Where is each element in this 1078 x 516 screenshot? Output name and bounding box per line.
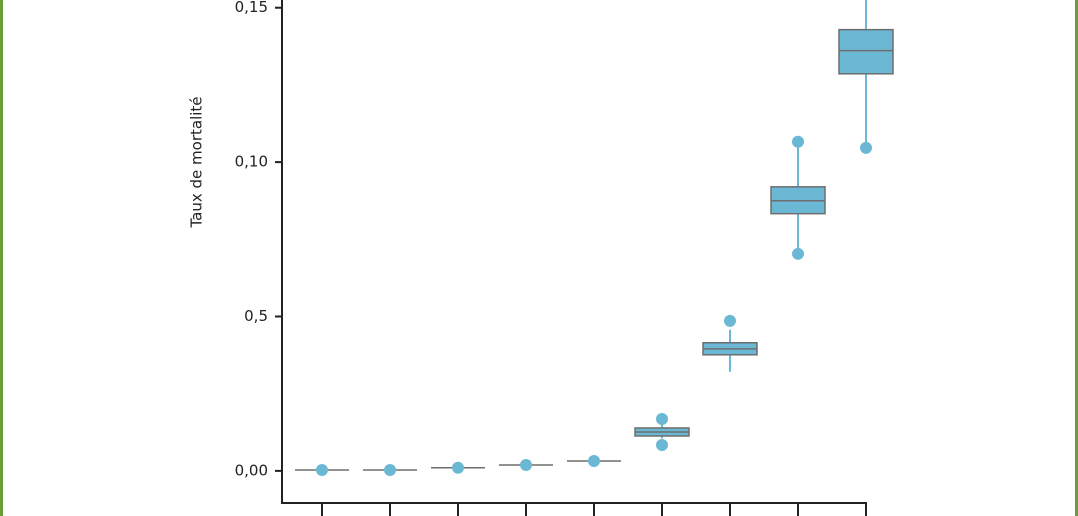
y-tick-label: 0,10: [235, 153, 268, 171]
outlier: [588, 455, 600, 468]
outlier: [656, 438, 668, 451]
outlier: [792, 135, 804, 148]
outlier: [452, 461, 464, 474]
box: [838, 28, 894, 75]
outlier: [656, 413, 668, 426]
y-tick-label: 0,00: [235, 461, 268, 479]
outlier: [724, 314, 736, 327]
y-axis-label: Taux de mortalité: [188, 96, 206, 228]
outlier: [384, 463, 396, 476]
y-tick-label: 0,15: [235, 0, 268, 16]
outlier: [316, 463, 328, 476]
outlier: [792, 247, 804, 260]
outlier: [520, 459, 532, 472]
outlier: [860, 141, 872, 154]
y-tick-label: 0,5: [244, 307, 268, 325]
